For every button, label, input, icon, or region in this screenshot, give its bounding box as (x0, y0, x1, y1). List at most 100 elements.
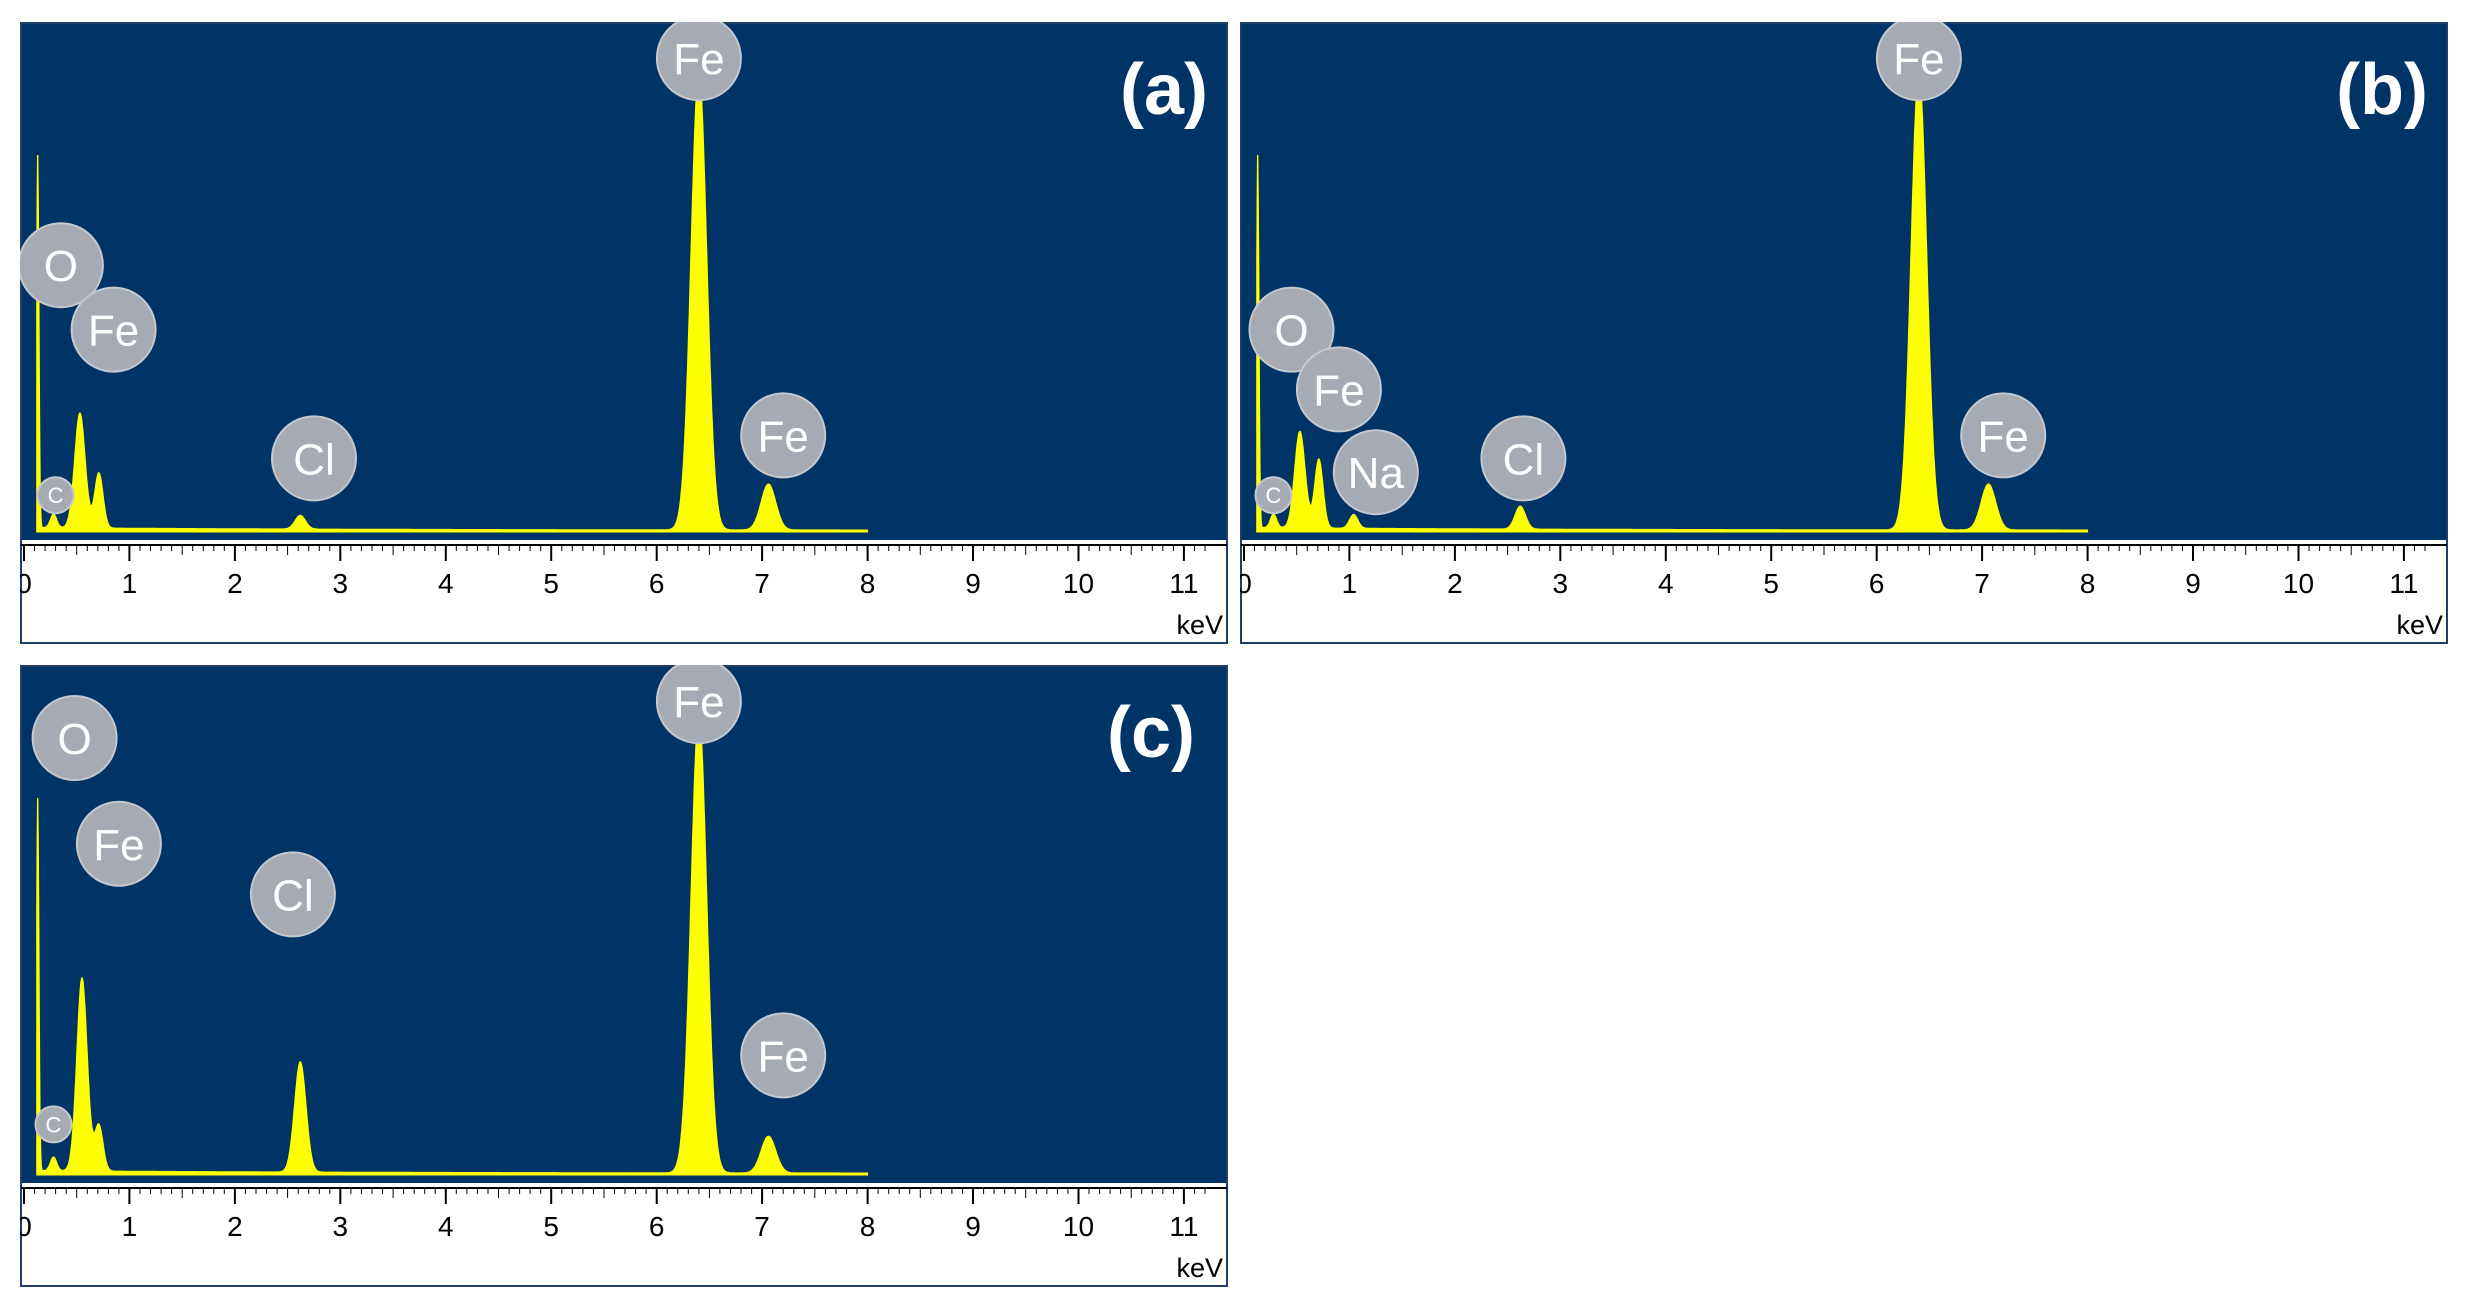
spectrum-panel-a: O Fe Cl Fe Fe C 0 1 2 3 4 5 6 7 8 9 10 11 keV (a) (16, 15, 1228, 644)
axis-area (21, 1183, 1227, 1286)
element-label-text: Cl (272, 871, 314, 920)
x-tick-label: 4 (1658, 568, 1674, 599)
element-label-circle (740, 392, 827, 479)
x-tick-label: 1 (122, 568, 138, 599)
element-label-text: Fe (1893, 35, 1944, 84)
panel-border (20, 665, 1228, 1287)
element-label-text: Fe (88, 307, 139, 356)
element-label-circle (249, 851, 336, 938)
x-tick-label: 8 (860, 1211, 876, 1242)
x-axis: 0 1 2 3 4 5 6 7 8 9 10 11 (16, 544, 1227, 599)
x-axis-unit-label: keV (1176, 610, 1223, 640)
panel-label: (b) (2336, 50, 2428, 130)
x-tick-label: 10 (1063, 1211, 1094, 1242)
element-label-text: O (57, 715, 91, 764)
panel-label: (a) (1120, 50, 1208, 130)
x-tick-label: 9 (2185, 568, 2201, 599)
x-tick-label: 3 (1553, 568, 1569, 599)
element-label-text: O (1274, 307, 1308, 356)
element-label-circle (1295, 346, 1382, 433)
element-label-circle (1332, 429, 1419, 516)
element-label-circle (740, 1012, 827, 1099)
element-label-text: Fe (1978, 412, 2029, 461)
element-label-circle (1480, 415, 1567, 502)
spectrum-trace (1256, 68, 2089, 533)
spectrum-trace (36, 711, 869, 1176)
element-label-text: C (1266, 483, 1282, 508)
element-label-text: Fe (1313, 366, 1364, 415)
x-tick-label: 6 (649, 1211, 665, 1242)
x-tick-label: 2 (1447, 568, 1463, 599)
axis-area (1241, 540, 2447, 643)
spectrum-panel-b: O Fe Na Cl Fe Fe C 0 1 2 3 4 5 6 7 8 9 10 11 keV (b) (1236, 15, 2448, 644)
element-label-text: C (46, 1112, 62, 1137)
element-label-circle (70, 286, 157, 373)
x-tick-label: 0 (20, 568, 32, 599)
element-label-text: Fe (758, 412, 809, 461)
element-label-text: Fe (673, 35, 724, 84)
element-label-text: C (48, 483, 64, 508)
x-tick-label: 11 (2389, 568, 2418, 599)
element-label-text: Na (1348, 449, 1405, 498)
x-tick-label: 10 (1063, 568, 1094, 599)
element-label-circle (1960, 392, 2047, 479)
x-axis-unit-label: keV (2396, 610, 2443, 640)
element-label-circle (75, 800, 162, 887)
x-tick-label: 5 (543, 1211, 559, 1242)
element-label-text: Fe (673, 678, 724, 727)
x-tick-label: 7 (754, 568, 770, 599)
x-tick-label: 0 (20, 1211, 32, 1242)
element-label-text: Fe (93, 821, 144, 870)
x-tick-label: 2 (227, 568, 243, 599)
panel-border (1240, 22, 2448, 644)
x-tick-label: 2 (227, 1211, 243, 1242)
element-label-circle (1254, 476, 1293, 515)
x-tick-label: 1 (1342, 568, 1358, 599)
element-label-circle (34, 1105, 73, 1144)
peak-labels: Cl O Fe Cl Fe Fe C (17, 340, 827, 1144)
plot-background (21, 23, 1227, 540)
element-label-circle (31, 695, 118, 781)
x-tick-label: 4 (438, 1211, 454, 1242)
axis-area (21, 540, 1227, 643)
x-tick-label: 9 (965, 568, 981, 599)
spectrum-trace (36, 68, 869, 533)
x-axis: 0 1 2 3 4 5 6 7 8 9 10 11 (1236, 544, 2447, 599)
x-tick-label: 7 (1974, 568, 1990, 599)
x-tick-label: 3 (333, 1211, 349, 1242)
x-axis: 0 1 2 3 4 5 6 7 8 9 10 11 (16, 1187, 1227, 1242)
x-tick-label: 7 (754, 1211, 770, 1242)
x-tick-label: 11 (1169, 568, 1198, 599)
x-tick-label: 9 (965, 1211, 981, 1242)
element-label-text: Cl (293, 435, 335, 484)
x-tick-label: 5 (1763, 568, 1779, 599)
element-label-text: Fe (758, 1032, 809, 1081)
plot-background (21, 666, 1227, 1183)
panel-border (20, 22, 1228, 644)
element-label-text: Cl (1503, 435, 1545, 484)
element-label-circle (271, 415, 357, 502)
x-tick-label: 5 (543, 568, 559, 599)
x-axis-unit-label: keV (1176, 1253, 1223, 1283)
element-label-circle (36, 476, 75, 515)
plot-background (1241, 23, 2447, 540)
x-tick-label: 1 (122, 1211, 138, 1242)
panel-label: (c) (1107, 693, 1195, 773)
x-tick-label: 6 (1869, 568, 1885, 599)
x-tick-label: 11 (1169, 1211, 1198, 1242)
x-tick-label: 6 (649, 568, 665, 599)
x-tick-label: 0 (1240, 568, 1252, 599)
x-tick-label: 8 (2080, 568, 2096, 599)
element-label-text: O (44, 242, 78, 291)
x-tick-label: 10 (2283, 568, 2314, 599)
x-tick-label: 3 (333, 568, 349, 599)
x-tick-label: 4 (438, 568, 454, 599)
x-tick-label: 8 (860, 568, 876, 599)
element-label-circle (1248, 286, 1335, 373)
